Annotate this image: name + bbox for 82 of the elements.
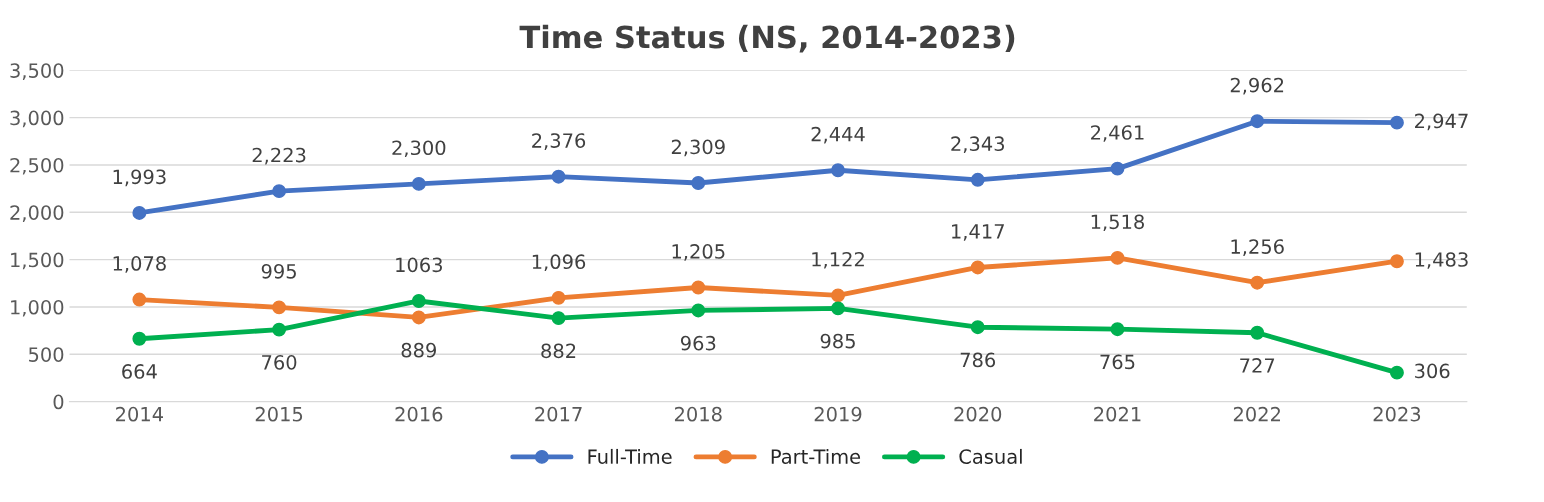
data-label: 882 bbox=[541, 343, 576, 359]
data-label: 889 bbox=[401, 342, 436, 358]
data-label: 664 bbox=[122, 364, 157, 379]
point bbox=[831, 163, 845, 178]
legend-label: Full-Time bbox=[588, 448, 672, 464]
x-tick-label: 2017 bbox=[535, 406, 582, 422]
point bbox=[132, 331, 147, 346]
point bbox=[1389, 254, 1404, 269]
point bbox=[272, 300, 287, 315]
x-tick-label: 2015 bbox=[255, 406, 303, 422]
x-tick-label: 2021 bbox=[1094, 406, 1141, 422]
point bbox=[691, 280, 706, 295]
point bbox=[970, 320, 985, 335]
data-label: 1,993 bbox=[113, 169, 166, 187]
point bbox=[411, 310, 426, 325]
x-tick-label: 2019 bbox=[814, 406, 862, 422]
data-label: 1063 bbox=[396, 257, 442, 273]
point bbox=[970, 172, 985, 187]
point bbox=[1389, 365, 1404, 380]
point bbox=[1110, 250, 1125, 265]
point bbox=[551, 169, 566, 184]
data-label: 1,205 bbox=[672, 244, 725, 261]
data-label: 1,518 bbox=[1091, 214, 1144, 232]
x-tick-label: 2022 bbox=[1233, 406, 1280, 422]
data-label: 1,417 bbox=[952, 224, 1004, 241]
point bbox=[1250, 275, 1265, 290]
legend-label: Casual bbox=[959, 448, 1022, 464]
data-label: 765 bbox=[1100, 354, 1135, 370]
point bbox=[970, 260, 985, 275]
data-label: 2,223 bbox=[252, 147, 306, 165]
data-label: 1,256 bbox=[1231, 239, 1284, 256]
point bbox=[1250, 325, 1265, 340]
data-label: 1,122 bbox=[812, 251, 864, 269]
data-label: 2,461 bbox=[1091, 125, 1144, 142]
y-tick-label: 3,000 bbox=[10, 110, 64, 128]
data-label: 760 bbox=[262, 355, 297, 370]
data-label: 727 bbox=[1240, 358, 1275, 373]
data-label: 2,309 bbox=[671, 139, 725, 157]
data-label: 2,300 bbox=[392, 140, 446, 158]
point bbox=[551, 311, 566, 326]
data-label: 786 bbox=[960, 352, 996, 368]
data-label: 995 bbox=[261, 263, 296, 279]
x-tick-label: 2023 bbox=[1373, 406, 1421, 422]
data-label: 985 bbox=[820, 333, 855, 349]
point bbox=[411, 176, 426, 191]
data-label: 2,444 bbox=[811, 126, 865, 144]
data-label: 1,096 bbox=[532, 254, 586, 272]
legend-label: Part-Time bbox=[771, 448, 861, 464]
x-tick-label: 2020 bbox=[954, 406, 1002, 422]
chart-title: Time Status (NS, 2014-2023) bbox=[519, 24, 1015, 53]
y-tick-label: 500 bbox=[29, 347, 64, 362]
x-tick-label: 2014 bbox=[116, 406, 163, 422]
point bbox=[272, 322, 287, 337]
x-tick-label: 2018 bbox=[674, 406, 722, 422]
y-tick-label: 2,500 bbox=[10, 157, 64, 175]
point bbox=[551, 290, 566, 305]
y-tick-label: 2,000 bbox=[10, 205, 64, 222]
point bbox=[411, 294, 426, 308]
point bbox=[831, 288, 845, 303]
point bbox=[831, 301, 845, 316]
point bbox=[1110, 161, 1125, 176]
data-label: 1,078 bbox=[113, 256, 166, 273]
data-label: 306 bbox=[1415, 363, 1450, 379]
y-tick-label: 1,500 bbox=[11, 252, 64, 270]
point bbox=[272, 184, 287, 199]
data-label: 963 bbox=[680, 335, 716, 351]
y-tick-label: 0 bbox=[53, 394, 64, 410]
point bbox=[1250, 114, 1265, 129]
y-tick-label: 1,000 bbox=[11, 299, 64, 317]
y-tick-label: 3,500 bbox=[10, 63, 64, 80]
point bbox=[132, 292, 147, 307]
point bbox=[1110, 322, 1125, 337]
point bbox=[132, 205, 147, 220]
point bbox=[691, 303, 706, 318]
data-label: 2,376 bbox=[532, 133, 586, 150]
data-label: 2,343 bbox=[951, 136, 1005, 154]
data-label: 2,947 bbox=[1415, 113, 1468, 131]
data-label: 2,962 bbox=[1230, 77, 1284, 95]
point bbox=[1389, 115, 1404, 130]
x-tick-label: 2016 bbox=[395, 406, 443, 422]
data-label: 1,483 bbox=[1415, 252, 1468, 269]
point bbox=[691, 176, 706, 190]
